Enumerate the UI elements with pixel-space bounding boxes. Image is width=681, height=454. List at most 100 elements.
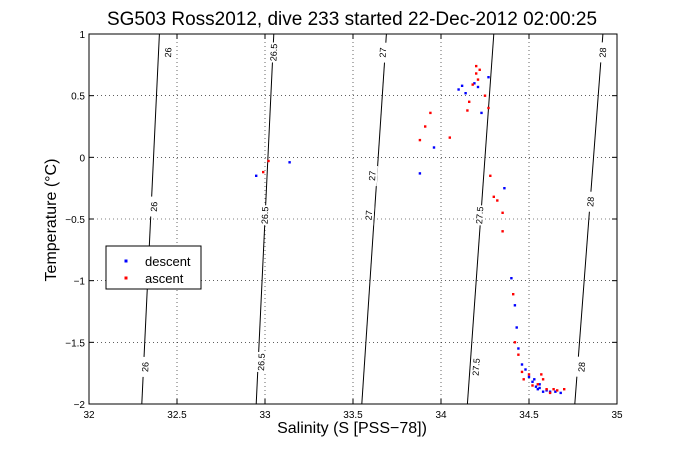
- contour-label: 27.5: [474, 206, 485, 224]
- descent-point: [527, 375, 531, 379]
- contour-label: 26: [163, 47, 173, 57]
- y-tick-label: 1: [79, 30, 85, 41]
- ascent-point: [541, 378, 545, 381]
- contour-label: 26: [140, 362, 150, 372]
- x-tick-label: 32: [83, 410, 95, 421]
- descent-point: [538, 383, 541, 386]
- legend-label-descent: descent: [145, 254, 191, 269]
- contour-label-backdrop: [576, 356, 588, 378]
- legend-marker-descent: [124, 259, 128, 263]
- descent-point: [487, 76, 490, 79]
- descent-point: [418, 172, 422, 175]
- ascent-point: [489, 174, 492, 177]
- density-contour-line: [361, 33, 387, 405]
- ascent-point: [501, 230, 504, 233]
- ascent-point: [517, 353, 520, 356]
- density-contour-line: [141, 33, 160, 405]
- ascent-point: [496, 199, 499, 202]
- contour-label: 27: [378, 47, 389, 58]
- descent-point: [524, 368, 527, 371]
- y-tick-label: −1: [74, 277, 86, 288]
- ascent-point: [512, 293, 515, 296]
- legend-label-ascent: ascent: [145, 271, 184, 286]
- descent-point: [541, 390, 545, 393]
- descent-point: [533, 378, 536, 381]
- ascent-point: [471, 83, 474, 86]
- descent-point: [554, 390, 557, 393]
- contour-label: 27: [367, 171, 378, 182]
- descent-point: [531, 380, 534, 383]
- x-tick-label: 32.5: [167, 410, 187, 421]
- x-tick-label: 34: [435, 410, 447, 421]
- descent-point: [515, 326, 518, 329]
- descent-point: [476, 85, 480, 89]
- ascent-point: [552, 388, 555, 391]
- ascent-point: [448, 136, 451, 139]
- descent-point: [432, 146, 436, 149]
- contour-label-backdrop: [268, 42, 280, 63]
- ascent-point: [267, 159, 270, 163]
- y-axis-label: Temperature (°C): [43, 159, 60, 282]
- descent-point: [534, 385, 538, 388]
- contour-label-backdrop: [470, 356, 482, 378]
- descent-point: [255, 174, 258, 177]
- ascent-point: [475, 72, 478, 75]
- x-tick-label: 33: [259, 410, 271, 421]
- y-tick-label: −2: [74, 400, 86, 411]
- ascent-point: [468, 100, 471, 103]
- ascent-point: [429, 111, 432, 115]
- ascent-point: [527, 373, 531, 376]
- ascent-point: [556, 389, 559, 392]
- legend: descent ascent: [105, 245, 202, 290]
- ascent-point: [548, 391, 552, 395]
- ascent-point: [424, 125, 427, 128]
- ascent-point: [487, 106, 490, 110]
- ascent-point: [522, 378, 525, 381]
- descent-point: [536, 388, 539, 391]
- descent-point: [520, 363, 524, 366]
- ascent-point: [513, 341, 517, 344]
- y-tick-label: −1.5: [65, 338, 85, 349]
- ascent-point: [478, 68, 481, 71]
- ascent-point: [418, 138, 422, 142]
- descent-point: [545, 389, 548, 392]
- contour-label: 28: [576, 362, 587, 373]
- descent-point: [473, 82, 476, 85]
- ascent-point: [545, 388, 548, 391]
- contour-label-backdrop: [162, 42, 174, 63]
- contour-label-backdrop: [139, 356, 151, 378]
- density-contour-line: [574, 33, 604, 405]
- ascent-point: [466, 109, 469, 112]
- contour-label-backdrop: [366, 165, 379, 187]
- contour-label-backdrop: [377, 42, 389, 63]
- descent-point: [464, 92, 467, 95]
- descent-point: [510, 277, 513, 280]
- x-tick-label: 33.5: [343, 410, 363, 421]
- descent-point: [288, 161, 291, 164]
- ascent-point: [262, 170, 265, 174]
- y-tick-label: −0.5: [65, 215, 85, 226]
- ascent-point: [536, 383, 539, 386]
- descent-point: [513, 304, 517, 307]
- ascent-point: [476, 78, 480, 81]
- contour-label-backdrop: [148, 196, 160, 217]
- contour-label: 26.5: [256, 353, 267, 371]
- legend-box: [105, 245, 202, 290]
- descent-point: [480, 111, 483, 115]
- x-tick-label: 35: [611, 410, 623, 421]
- contour-label-backdrop: [584, 191, 597, 213]
- ascent-point: [475, 64, 478, 68]
- descent-point: [460, 84, 464, 87]
- contour-label: 28: [585, 196, 596, 207]
- contour-label-backdrop: [259, 205, 271, 226]
- ascent-point: [520, 370, 524, 374]
- descent-point: [559, 391, 562, 395]
- x-tick-label: 34.5: [519, 410, 539, 421]
- descent-point: [538, 386, 541, 390]
- contour-label-backdrop: [474, 204, 486, 226]
- contour-label: 28: [598, 47, 609, 58]
- contour-label-backdrop: [363, 204, 375, 226]
- descent-point: [517, 347, 520, 350]
- contour-label-backdrop: [597, 42, 609, 63]
